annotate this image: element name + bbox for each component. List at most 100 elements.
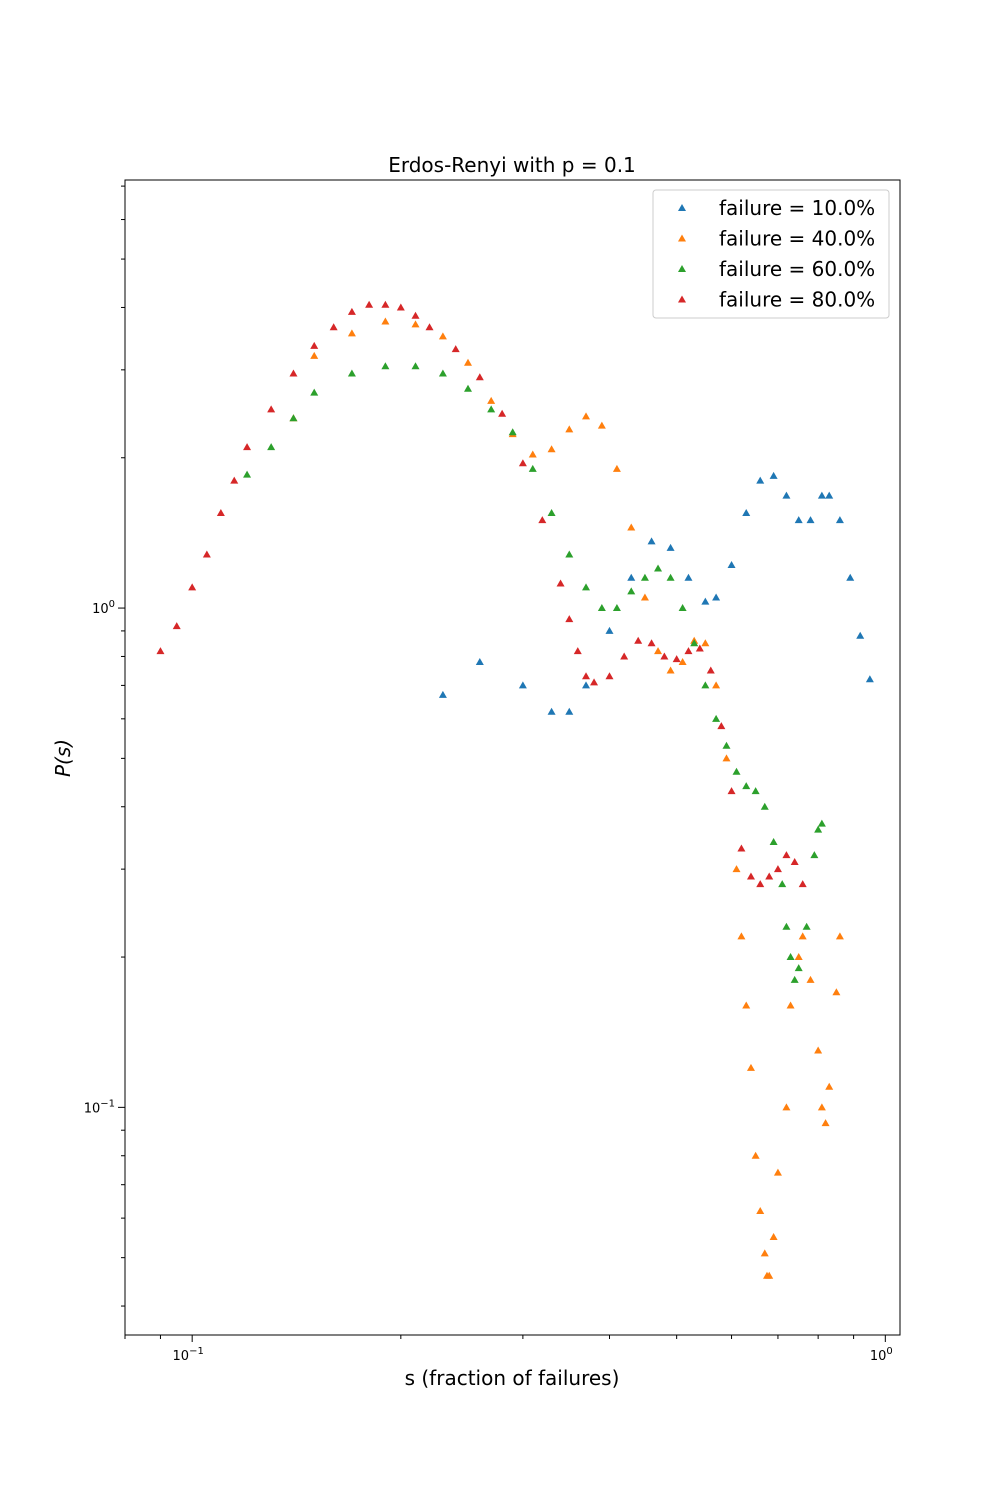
data-point [742,509,751,517]
data-point [701,597,710,605]
data-point [778,880,787,888]
data-point [425,323,434,331]
data-point [438,690,447,698]
data-point [627,523,636,531]
data-point [732,767,741,775]
data-point [678,657,687,665]
data-point [782,491,791,499]
data-point [508,428,517,436]
data-point [782,922,791,930]
data-point [202,550,211,558]
data-point [605,672,614,680]
data-point [832,988,841,996]
data-point [216,509,225,517]
data-point [814,825,823,833]
data-point [737,932,746,940]
data-point [782,1103,791,1111]
data-point [817,491,826,499]
data-point [654,564,663,572]
data-point [498,409,507,417]
data-point [310,351,319,359]
data-point [722,741,731,749]
x-axis-ticks: 10−1 100 [124,1335,893,1364]
data-point [547,707,556,715]
data-point [835,932,844,940]
data-point [760,802,769,810]
data-point [717,722,726,730]
data-point [746,872,755,880]
data-point [188,583,197,591]
data-point [438,332,447,340]
data-point [794,964,803,972]
data-point [760,1249,769,1257]
data-point [565,707,574,715]
data-point [751,1151,760,1159]
data-point [597,604,606,612]
data-point [835,516,844,524]
data-point [769,1232,778,1240]
data-point [712,593,721,601]
data-point [798,880,807,888]
data-point [172,622,181,630]
data-point [612,464,621,472]
data-point [605,626,614,634]
data-point [856,631,865,639]
data-point [825,491,834,499]
data-point [573,647,582,655]
data-point [654,647,663,655]
data-point [267,443,276,451]
data-point [475,373,484,381]
data-point [556,579,565,587]
data-point [411,320,420,328]
data-point [684,647,693,655]
data-point [627,573,636,581]
data-point [565,550,574,558]
data-point [381,362,390,370]
data-point [742,1001,751,1009]
data-point [438,369,447,377]
data-point [756,880,765,888]
data-point [590,678,599,686]
data-point [289,369,298,377]
data-point [243,443,252,451]
data-point [746,1063,755,1071]
series-1 [289,317,844,1279]
data-point [565,425,574,433]
data-point [765,872,774,880]
data-point [640,593,649,601]
legend-label: failure = 40.0% [719,227,875,251]
data-point [310,388,319,396]
data-point [582,672,591,680]
data-point [666,666,675,674]
data-point [464,358,473,366]
data-point [487,405,496,413]
data-point [528,450,537,458]
data-point [411,362,420,370]
data-point [381,317,390,325]
data-point [365,300,374,308]
data-point [620,652,629,660]
data-point [817,1103,826,1111]
data-point [810,851,819,859]
series-2 [243,362,826,983]
data-point [806,975,815,983]
data-point [678,604,687,612]
data-point [243,470,252,478]
data-point [706,666,715,674]
series-0 [438,471,874,715]
data-point [451,345,460,353]
data-point [528,464,537,472]
data-point [751,787,760,795]
legend-frame [652,189,890,319]
data-point [347,307,356,315]
data-point [627,587,636,595]
data-point [582,681,591,689]
data-point [727,560,736,568]
data-point [756,476,765,484]
data-point [690,639,699,647]
legend-label: failure = 10.0% [719,196,875,220]
data-point [794,516,803,524]
data-point [727,787,736,795]
series-3 [156,300,807,888]
data-point [865,675,874,683]
